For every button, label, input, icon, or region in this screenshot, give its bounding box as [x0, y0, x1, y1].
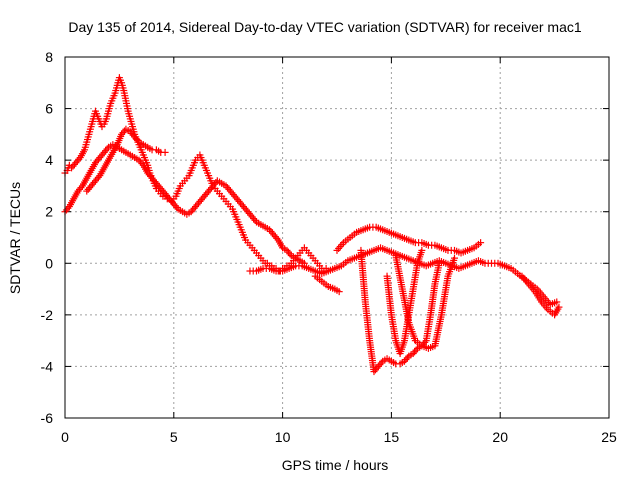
grid-layer — [65, 57, 609, 418]
data-point-marker — [77, 184, 85, 192]
tick-layer: 0 5 10 15 20 25 -6 -4 -2 0 2 4 6 8 — [41, 49, 617, 445]
data-point-marker — [161, 148, 169, 156]
x-tick-label: 5 — [170, 429, 178, 445]
marker-layer — [61, 74, 563, 376]
x-tick-label: 15 — [384, 429, 400, 445]
data-point-marker — [418, 246, 426, 254]
data-point-marker — [273, 234, 281, 242]
x-axis-label: GPS time / hours — [282, 457, 389, 473]
data-point-marker — [173, 203, 181, 211]
data-point-marker — [75, 155, 83, 163]
data-point-marker — [477, 239, 485, 247]
data-point-marker — [377, 359, 385, 367]
x-tick-label: 20 — [492, 429, 508, 445]
y-tick-label: -2 — [41, 307, 54, 323]
y-axis-label: SDTVAR / TECUs — [7, 182, 23, 294]
chart-title: Day 135 of 2014, Sidereal Day-to-day VTE… — [68, 19, 581, 35]
plot-frame — [64, 56, 610, 419]
x-tick-label: 0 — [61, 429, 69, 445]
data-point-marker — [335, 288, 343, 296]
y-tick-label: 6 — [45, 101, 53, 117]
y-tick-label: 8 — [45, 49, 53, 65]
data-point-marker — [403, 354, 411, 362]
x-tick-label: 25 — [601, 429, 617, 445]
y-tick-label: 4 — [45, 152, 53, 168]
data-point-marker — [553, 298, 561, 306]
data-point-marker — [138, 160, 146, 168]
data-point-marker — [412, 346, 420, 354]
data-point-marker — [251, 216, 259, 224]
x-tick-label: 10 — [275, 429, 291, 445]
data-point-marker — [64, 204, 72, 212]
y-tick-label: -4 — [41, 358, 54, 374]
data-point-marker — [451, 254, 459, 262]
y-tick-label: 2 — [45, 204, 53, 220]
data-point-marker — [286, 250, 294, 258]
y-tick-label: -6 — [41, 410, 54, 426]
data-point-marker — [555, 303, 563, 311]
data-point-marker — [435, 259, 443, 267]
data-point-marker — [134, 136, 142, 144]
data-point-marker — [103, 145, 111, 153]
data-point-marker — [94, 173, 102, 181]
y-tick-label: 0 — [45, 255, 53, 271]
